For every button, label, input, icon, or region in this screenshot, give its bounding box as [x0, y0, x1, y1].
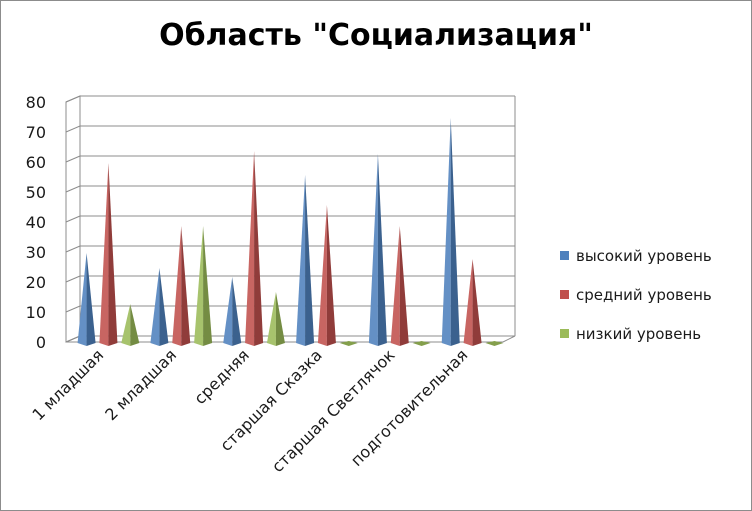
y-tick-label: 60: [26, 153, 46, 172]
legend-swatch-high: [560, 251, 569, 260]
bar-cone-right-face: [450, 118, 460, 346]
bar-cone-left-face: [223, 277, 233, 346]
bar-cone: [339, 341, 358, 346]
y-tick-label: 80: [26, 93, 46, 112]
gridline-side: [65, 305, 81, 313]
bar-cone: [172, 226, 191, 346]
bar-cone: [194, 226, 213, 346]
bar-cone-flat: [339, 341, 358, 346]
y-tick-label: 20: [26, 273, 46, 292]
bar-cone-right-face: [203, 226, 213, 346]
gridline-side: [65, 125, 81, 133]
legend-swatch-low: [560, 329, 569, 338]
bar-cone: [266, 292, 285, 346]
bar-cone-left-face: [266, 292, 276, 346]
bar-cone-right-face: [86, 253, 96, 346]
bar-cone: [77, 253, 96, 346]
legend-swatch-medium: [560, 290, 569, 299]
bar-cone-right-face: [399, 226, 409, 346]
y-tick-label: 0: [36, 333, 46, 352]
bar-cone: [412, 341, 431, 346]
legend-item-medium: средний уровень: [560, 275, 712, 314]
bar-cone-right-face: [181, 226, 191, 346]
bar-cone-left-face: [245, 151, 255, 346]
y-tick-label: 10: [26, 303, 46, 322]
bar-cone-right-face: [275, 292, 285, 346]
legend-item-low: низкий уровень: [560, 314, 712, 353]
gridline-side: [65, 335, 81, 343]
bar-cone-left-face: [390, 226, 400, 346]
bar-cone-left-face: [463, 259, 473, 346]
gridline-side: [65, 95, 81, 103]
bar-cone-right-face: [254, 151, 264, 346]
gridline-side: [65, 215, 81, 223]
bar-cone: [223, 277, 242, 346]
x-tick-label: средняя: [190, 345, 253, 408]
legend-label-low: низкий уровень: [576, 324, 702, 343]
legend-label-medium: средний уровень: [576, 285, 712, 304]
bar-cone-left-face: [99, 163, 109, 346]
bar-cone: [390, 226, 409, 346]
bar-cone-flat: [485, 341, 504, 346]
bar-cone-left-face: [317, 205, 327, 346]
bar-cone-left-face: [77, 253, 87, 346]
bar-cone: [296, 175, 315, 346]
y-tick-label: 40: [26, 213, 46, 232]
y-tick-label: 50: [26, 183, 46, 202]
bar-cone-right-face: [305, 175, 315, 346]
legend-label-high: высокий уровень: [576, 246, 712, 265]
bar-cone: [368, 154, 387, 346]
bar-cone-right-face: [472, 259, 482, 346]
legend-item-high: высокий уровень: [560, 236, 712, 275]
bar-cone: [245, 151, 264, 346]
gridline-side: [65, 185, 81, 193]
bar-cone: [150, 268, 169, 346]
gridline-side: [65, 245, 81, 253]
bar-cone-right-face: [108, 163, 118, 346]
gridline-side: [65, 275, 81, 283]
bar-cone-right-face: [232, 277, 242, 346]
bar-cone-left-face: [194, 226, 204, 346]
chart-title: Область "Социализация": [159, 18, 593, 53]
bar-cone-left-face: [368, 154, 378, 346]
bar-cone-left-face: [150, 268, 160, 346]
bar-cone-right-face: [326, 205, 336, 346]
bar-cone-right-face: [130, 304, 140, 346]
bar-cone-flat: [412, 341, 431, 346]
bar-cone-left-face: [172, 226, 182, 346]
x-tick-label: старшая Светлячок: [268, 345, 399, 476]
gridline-side: [65, 155, 81, 163]
bar-cone-left-face: [296, 175, 306, 346]
y-tick-label: 70: [26, 123, 46, 142]
x-tick-label: 2 младшая: [101, 345, 180, 424]
y-tick-label: 30: [26, 243, 46, 262]
bar-cone-right-face: [159, 268, 169, 346]
bar-cone: [441, 118, 460, 346]
bar-cone-right-face: [377, 154, 387, 346]
bar-cone: [121, 304, 140, 346]
x-tick-label: 1 младшая: [28, 345, 107, 424]
bar-cone-left-face: [441, 118, 451, 346]
bar-cone-left-face: [121, 304, 131, 346]
bar-cone: [485, 341, 504, 346]
chart-legend: высокий уровень средний уровень низкий у…: [560, 236, 712, 353]
bar-cone: [317, 205, 336, 346]
bar-cone: [463, 259, 482, 346]
bar-cone: [99, 163, 118, 346]
